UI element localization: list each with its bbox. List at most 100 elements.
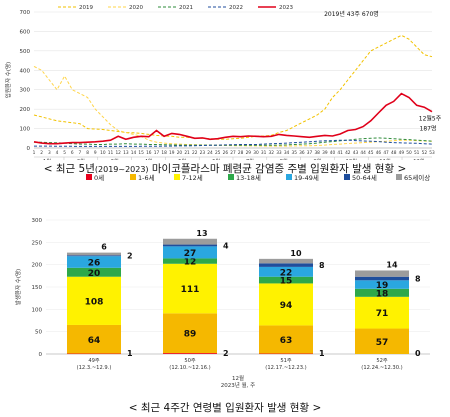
- x-tick-label: 26: [223, 150, 229, 156]
- category-week-label: 52주: [376, 357, 388, 364]
- legend-label-2023: 2023: [279, 5, 293, 11]
- y-tick-label: 100: [20, 127, 31, 133]
- series-line-2023: [33, 92, 433, 145]
- bar-segment-13-18세: [67, 267, 121, 277]
- month-label: 9월: [313, 157, 321, 160]
- bar-segment-50-64세: [259, 263, 313, 267]
- x-axis-title: 2023년 월, 주: [221, 381, 255, 389]
- legend-label-0세: 0세: [94, 173, 104, 182]
- legend-label-7-12세: 7-12세: [182, 173, 203, 182]
- category-week-label: 51주: [280, 357, 292, 364]
- x-tick-label: 4: [56, 150, 59, 156]
- x-tick-label: 34: [284, 150, 290, 156]
- bar-segment-19-49세: [259, 266, 313, 277]
- x-tick-label: 49: [399, 150, 405, 156]
- x-tick-label: 38: [314, 150, 320, 156]
- x-tick-label: 28: [238, 150, 244, 156]
- data-label-0세: 2: [223, 349, 229, 358]
- x-tick-label: 33: [276, 150, 282, 156]
- x-tick-label: 35: [291, 150, 297, 156]
- x-tick-label: 42: [345, 150, 351, 156]
- legend-swatch-13-18세: [228, 174, 234, 180]
- legend-swatch-50-64세: [344, 174, 350, 180]
- data-label-0세: 1: [127, 349, 133, 358]
- legend-swatch-19-49세: [286, 174, 292, 180]
- y-tick-label: 600: [20, 29, 31, 35]
- x-tick-label: 53: [429, 150, 435, 156]
- data-label-13-18세: 20: [88, 269, 101, 279]
- y-axis-title: 발생환자 수(명): [14, 269, 22, 305]
- bar-segment-1-6세: [259, 325, 313, 354]
- month-label: 6월: [212, 157, 220, 160]
- x-tick-label: 21: [184, 150, 190, 156]
- x-tick-label: 17: [154, 150, 160, 156]
- x-tick-label: 41: [337, 150, 343, 156]
- bar-segment-13-18세: [355, 288, 409, 297]
- data-label-13-18세: 15: [280, 277, 293, 287]
- y-axis-title: 입원환자 수(명): [4, 62, 12, 98]
- data-label-19-49세: 19: [376, 281, 389, 291]
- x-tick-label: 2: [40, 150, 43, 156]
- y-tick-label: 50: [35, 330, 42, 336]
- bar-segment-0세: [259, 353, 313, 355]
- x-tick-label: 51: [414, 150, 420, 156]
- x-tick-label: 25: [215, 150, 221, 156]
- y-tick-label: 250: [32, 240, 43, 246]
- data-label-19-49세: 26: [88, 258, 101, 268]
- data-label-65세이상: 6: [101, 243, 107, 252]
- last-week-annotation: 12월5주: [419, 115, 442, 123]
- x-tick-label: 20: [177, 150, 183, 156]
- bar-segment-0세: [67, 353, 121, 355]
- x-tick-label: 23: [200, 150, 206, 156]
- legend-label-65세이상: 65세이상: [404, 173, 430, 182]
- series-line-2021: [34, 137, 433, 146]
- category-range-label: (12.3.~12.9.): [77, 365, 112, 371]
- category-week-label: 50주: [184, 357, 196, 364]
- data-label-1-6세: 63: [280, 336, 293, 346]
- data-label-65세이상: 10: [290, 249, 302, 258]
- category-range-label: (12.17.~12.23.): [265, 365, 306, 371]
- x-tick-label: 46: [376, 150, 382, 156]
- data-label-13-18세: 18: [376, 289, 389, 299]
- bar-segment-19-49세: [163, 246, 217, 259]
- data-label-1-6세: 89: [184, 330, 197, 340]
- x-tick-label: 3: [48, 150, 51, 156]
- month-label: 8월: [280, 157, 288, 160]
- y-tick-label: 300: [32, 218, 43, 224]
- data-label-50-64세: 8: [319, 261, 325, 270]
- y-tick-label: 0: [27, 146, 31, 152]
- data-label-65세이상: 14: [386, 260, 398, 269]
- y-tick-label: 500: [20, 49, 31, 55]
- y-tick-label: 700: [20, 10, 31, 16]
- bar-segment-1-6세: [355, 328, 409, 354]
- x-tick-label: 36: [299, 150, 305, 156]
- bar-segment-7-12세: [163, 263, 217, 314]
- bar-segment-13-18세: [259, 276, 313, 284]
- series-line-2020: [33, 65, 433, 147]
- peak-annotation: 2019년 43주 670명: [324, 10, 379, 18]
- x-tick-label: 15: [138, 150, 144, 156]
- month-label: 7월: [246, 157, 254, 160]
- bar-segment-7-12세: [355, 296, 409, 329]
- data-label-1-6세: 64: [88, 336, 101, 346]
- bar-segment-1-6세: [163, 313, 217, 354]
- caption-top-post: 마이코플라스마 폐렴균 감염증 주별 입원환자 발생 현황 >: [148, 163, 407, 175]
- legend-label-13-18세: 13-18세: [236, 173, 261, 182]
- x-tick-label: 50: [406, 150, 412, 156]
- x-tick-label: 29: [246, 150, 252, 156]
- x-tick-label: 16: [146, 150, 152, 156]
- month-label: 2월: [77, 157, 85, 160]
- data-label-65세이상: 13: [196, 229, 207, 238]
- x-tick-label: 6: [71, 150, 74, 156]
- data-label-1-6세: 57: [376, 338, 389, 348]
- data-label-7-12세: 108: [85, 297, 104, 307]
- x-tick-label: 43: [353, 150, 359, 156]
- x-tick-label: 18: [161, 150, 167, 156]
- legend-label-2021: 2021: [179, 5, 193, 11]
- bar-segment-65세이상: [67, 252, 121, 256]
- x-tick-label: 11: [108, 150, 114, 156]
- y-tick-label: 300: [20, 88, 31, 94]
- caption-top-small: (2019~2023): [94, 165, 149, 174]
- y-tick-label: 400: [20, 68, 31, 74]
